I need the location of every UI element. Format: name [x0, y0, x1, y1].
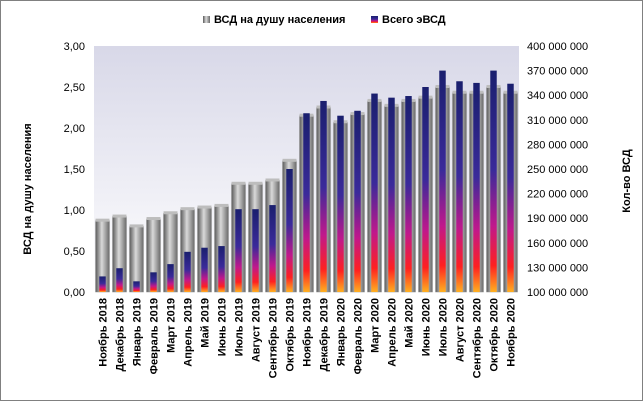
bars — [95, 70, 518, 293]
x-axis-category-label: Июнь 2019 — [217, 298, 229, 356]
x-axis-category-label: Май 2019 — [200, 298, 212, 348]
y-axis-left-tick-label: 0,50 — [64, 246, 85, 258]
bar-vsd-per-capita-top — [214, 203, 229, 207]
legend-label-total-evsd: Всего эВСД — [382, 14, 446, 26]
bar-total-evsd — [235, 209, 242, 292]
bar-total-evsd — [320, 100, 327, 292]
bar-vsd-per-capita-top — [129, 224, 144, 228]
y-axis-right-tick-label: 220 000 000 — [527, 189, 588, 201]
x-axis-category-label: Июль 2020 — [438, 298, 450, 356]
x-axis-category-label: Сентябрь 2020 — [472, 298, 484, 378]
bar-total-evsd — [337, 115, 344, 292]
legend: ВСД на душу населения Всего эВСД — [203, 14, 446, 26]
x-axis-category-label: Август 2020 — [455, 298, 467, 362]
y-axis-right-tick-label: 160 000 000 — [527, 238, 588, 250]
x-axis-category-label: Ноябрь 2019 — [302, 298, 314, 367]
bar-total-evsd — [252, 209, 259, 292]
y-axis-right-tick-label: 130 000 000 — [527, 262, 588, 274]
x-axis-category-label: Август 2019 — [251, 298, 263, 362]
y-axis-right-ticks: 100 000 000 130 000 000 160 000 000 190 000… — [527, 41, 588, 299]
x-axis-category-label: Октябрь 2020 — [489, 298, 501, 372]
y-axis-right-tick-label: 250 000 000 — [527, 164, 588, 176]
x-axis-category-label: Февраль 2020 — [353, 298, 365, 374]
x-axis-category-label: Апрель 2020 — [387, 298, 399, 367]
x-axis-category-label: Февраль 2019 — [149, 298, 161, 374]
bar-vsd-per-capita-top — [180, 207, 195, 211]
bar-total-evsd — [354, 110, 361, 292]
bar-vsd-per-capita-top — [112, 214, 127, 218]
bar-total-evsd — [133, 281, 140, 292]
y-axis-right-tick-label: 310 000 000 — [527, 115, 588, 127]
x-axis-category-label: Май 2020 — [404, 298, 416, 348]
x-axis-category-label: Март 2020 — [370, 298, 382, 353]
bar-total-evsd — [303, 113, 310, 293]
bar-vsd-per-capita-top — [248, 181, 263, 185]
y-axis-left-ticks: 0,00 0,50 1,00 1,50 2,00 2,50 3,00 — [64, 41, 85, 299]
x-axis-category-label: Апрель 2019 — [183, 298, 195, 367]
x-axis-category-label: Ноябрь 2018 — [98, 298, 110, 367]
y-axis-right-title: Кол-во ВСД — [621, 149, 633, 213]
bar-total-evsd — [388, 97, 395, 292]
bar-vsd-per-capita-top — [146, 217, 161, 221]
bar-total-evsd — [286, 169, 293, 292]
x-axis-category-label: Октябрь 2019 — [285, 298, 297, 372]
x-axis-category-label: Январь 2020 — [336, 298, 348, 366]
bar-vsd-per-capita-top — [95, 218, 110, 222]
bar-total-evsd — [150, 272, 157, 292]
y-axis-right-tick-label: 280 000 000 — [527, 139, 588, 151]
bar-total-evsd — [473, 82, 480, 293]
x-axis-category-label: Июль 2019 — [234, 298, 246, 356]
y-axis-left-tick-label: 1,50 — [64, 164, 85, 176]
legend-label-vsd-per-capita: ВСД на душу населения — [214, 14, 345, 26]
bar-total-evsd — [201, 247, 208, 292]
bar-total-evsd — [507, 83, 514, 292]
y-axis-left-tick-label: 2,00 — [64, 123, 85, 135]
y-axis-left-title: ВСД на душу населения — [22, 123, 34, 254]
bar-total-evsd — [116, 268, 123, 292]
bar-vsd-per-capita-top — [265, 178, 280, 182]
y-axis-left-tick-label: 2,50 — [64, 82, 85, 94]
bar-total-evsd — [405, 96, 412, 293]
x-axis-category-label: Декабрь 2018 — [115, 298, 127, 372]
y-axis-right-tick-label: 370 000 000 — [527, 66, 588, 78]
x-axis-category-labels: Ноябрь 2018 Декабрь 2018 Январь 2019 Феврал… — [98, 298, 518, 378]
y-axis-left-tick-label: 1,00 — [64, 205, 85, 217]
bar-vsd-per-capita-top — [231, 181, 246, 185]
x-axis-category-label: Январь 2019 — [132, 298, 144, 366]
bar-total-evsd — [371, 93, 378, 292]
bar-total-evsd — [490, 70, 497, 292]
x-axis-category-label: Декабрь 2019 — [319, 298, 331, 372]
y-axis-left-tick-label: 0,00 — [64, 287, 85, 299]
bar-total-evsd — [269, 205, 276, 292]
y-axis-right-tick-label: 190 000 000 — [527, 213, 588, 225]
bar-vsd-per-capita-top — [282, 158, 297, 162]
y-axis-right-tick-label: 400 000 000 — [527, 41, 588, 53]
x-axis-category-label: Июнь 2020 — [421, 298, 433, 356]
y-axis-right-tick-label: 340 000 000 — [527, 90, 588, 102]
bar-vsd-per-capita-top — [197, 205, 212, 209]
bar-total-evsd — [422, 87, 429, 292]
x-axis-category-label: Ноябрь 2020 — [506, 298, 518, 367]
legend-swatch-total-evsd — [371, 16, 378, 23]
x-axis-category-label: Март 2019 — [166, 298, 178, 353]
y-axis-left-tick-label: 3,00 — [64, 41, 85, 53]
bar-total-evsd — [184, 251, 191, 292]
bar-total-evsd — [456, 81, 463, 292]
bar-total-evsd — [218, 246, 225, 292]
legend-swatch-vsd-per-capita — [203, 16, 210, 23]
y-axis-right-tick-label: 100 000 000 — [527, 287, 588, 299]
bar-total-evsd — [167, 264, 174, 292]
bar-vsd-per-capita-top — [163, 211, 178, 215]
x-axis-category-label: Сентябрь 2019 — [268, 298, 280, 378]
bar-total-evsd — [99, 276, 106, 292]
bar-total-evsd — [439, 70, 446, 292]
